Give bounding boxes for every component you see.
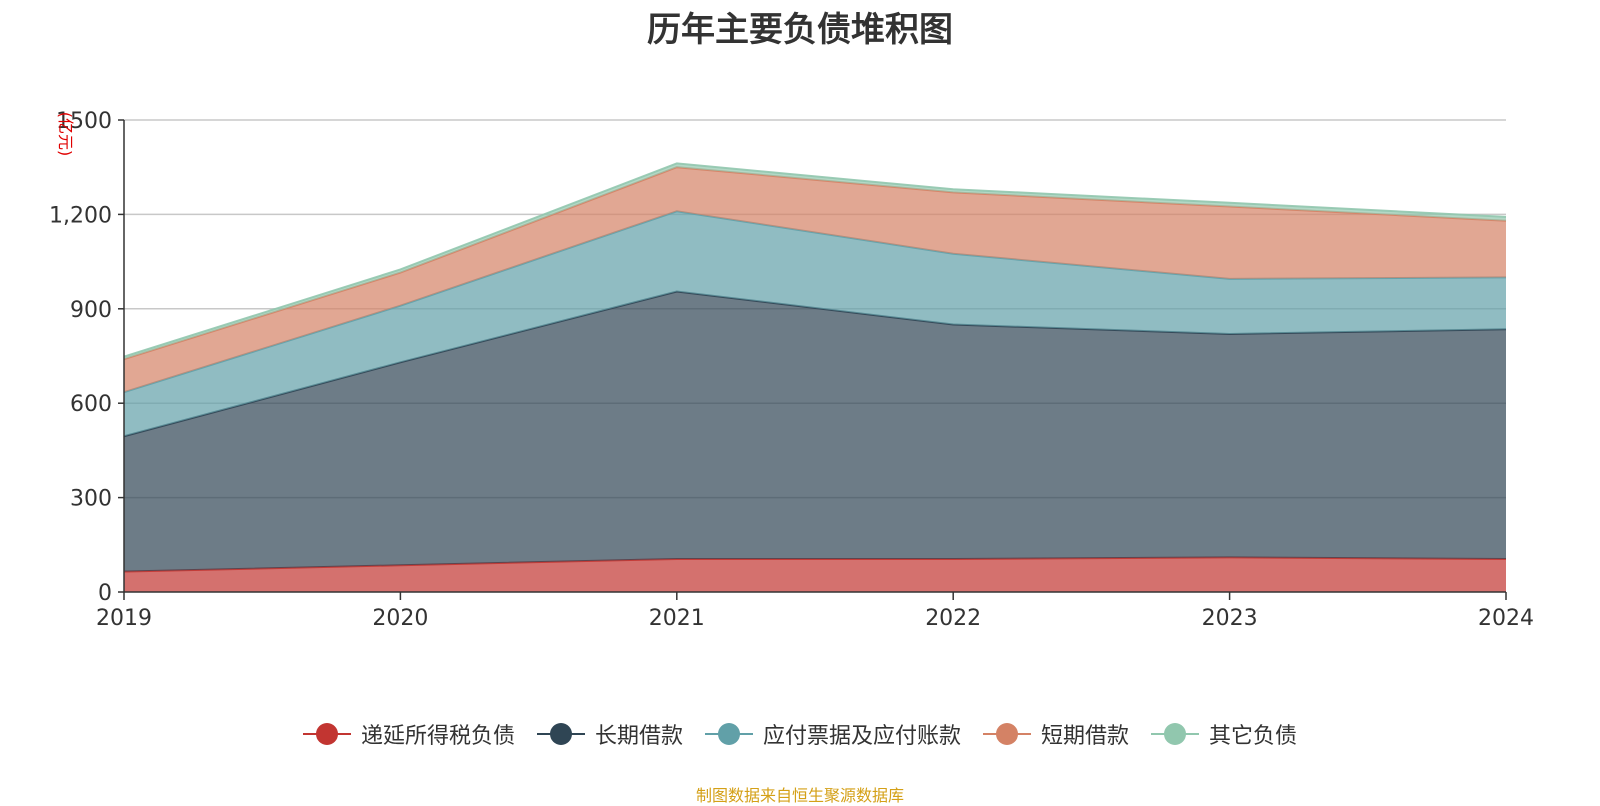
- x-tick-label: 2021: [649, 606, 705, 631]
- area-series-3: [124, 167, 1506, 393]
- y-tick-label: 1,200: [49, 203, 112, 228]
- y-axis-label: (亿元): [56, 112, 75, 157]
- stacked-areas: [123, 162, 1507, 592]
- x-tick-label: 2020: [372, 606, 428, 631]
- legend-label: 短期借款: [1041, 724, 1130, 749]
- x-tick-label: 2019: [96, 606, 152, 631]
- area-series-2: [124, 211, 1506, 437]
- x-tick-label: 2023: [1202, 606, 1258, 631]
- legend-item[interactable]: 长期借款: [536, 718, 683, 750]
- y-tick-label: 600: [70, 392, 112, 417]
- source-note: 制图数据来自恒生聚源数据库: [695, 786, 904, 805]
- y-tick-label: 300: [70, 487, 112, 512]
- legend-label: 其它负债: [1209, 724, 1298, 749]
- series-line-4: [123, 162, 1507, 358]
- legend-item[interactable]: 短期借款: [983, 718, 1129, 750]
- legend-marker-icon: [983, 723, 1031, 745]
- legend-marker-icon: [1151, 723, 1200, 745]
- legend-marker-icon: [302, 723, 351, 745]
- y-tick-label: 900: [70, 298, 112, 323]
- legend-item[interactable]: 应付票据及应付账款: [704, 718, 961, 750]
- area-series-0: [124, 557, 1506, 592]
- x-tick-label: 2022: [925, 606, 981, 631]
- chart-title: 历年主要负债堆积图: [647, 10, 953, 50]
- y-tick-label: 1500: [56, 109, 112, 134]
- axes: 0 300 600 900 1,200 1500 2019 2020 2021 2022 2023 2…: [49, 109, 1534, 631]
- legend-item[interactable]: 其它负债: [1151, 718, 1297, 750]
- legend-marker-icon: [536, 723, 585, 745]
- legend: 递延所得税负债 长期借款 应付票据及应付账款 短期借款 其它负债: [0, 718, 1600, 750]
- legend-item[interactable]: 递延所得税负债: [302, 718, 515, 750]
- legend-marker-icon: [704, 723, 753, 745]
- x-tick-label: 2024: [1478, 606, 1534, 631]
- legend-label: 长期借款: [594, 724, 683, 749]
- y-tick-label: 0: [98, 581, 112, 606]
- area-series-1: [124, 291, 1506, 572]
- legend-label: 应付票据及应付账款: [762, 724, 961, 749]
- legend-label: 递延所得税负债: [360, 724, 515, 749]
